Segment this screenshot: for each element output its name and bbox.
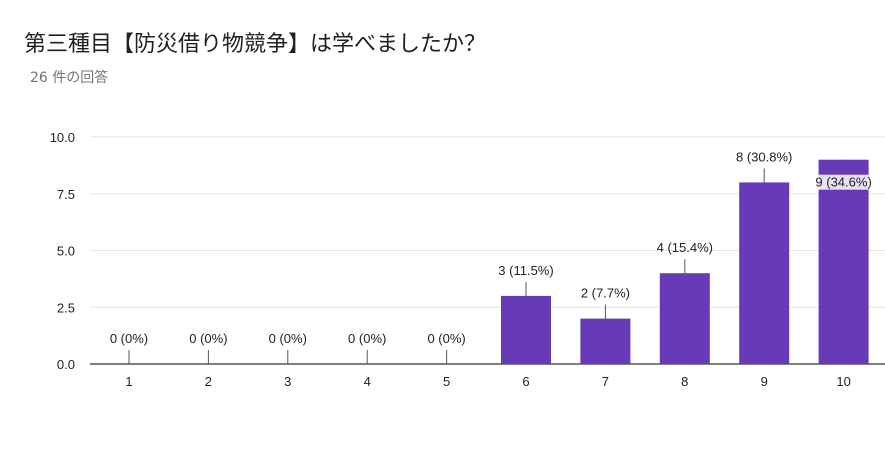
y-tick-label: 0.0 <box>57 357 75 372</box>
x-tick-label: 7 <box>602 374 609 389</box>
x-tick-label: 9 <box>761 374 768 389</box>
x-tick-label: 10 <box>836 374 850 389</box>
bar <box>501 295 551 364</box>
data-label: 8 (30.8%) <box>736 149 792 164</box>
x-tick-label: 2 <box>205 374 212 389</box>
data-label-background <box>814 174 873 190</box>
data-label: 0 (0%) <box>427 331 465 346</box>
data-label: 3 (11.5%) <box>498 263 553 278</box>
x-tick-label: 3 <box>284 374 291 389</box>
x-tick-label: 8 <box>681 374 688 389</box>
data-label: 9 (34.6%) <box>815 175 871 190</box>
x-tick-label: 4 <box>364 374 371 389</box>
bar <box>739 182 790 364</box>
bar <box>818 159 869 364</box>
data-label: 0 (0%) <box>189 331 227 346</box>
data-label: 2 (7.7%) <box>581 286 630 301</box>
y-tick-label: 7.5 <box>57 187 75 202</box>
x-tick-label: 6 <box>522 374 529 389</box>
x-tick-label: 1 <box>125 374 132 389</box>
bar <box>580 318 631 364</box>
data-label: 4 (15.4%) <box>657 240 713 255</box>
bar <box>659 273 710 364</box>
y-tick-label: 10.0 <box>50 130 75 145</box>
response-count: 26 件の回答 <box>30 70 109 86</box>
y-tick-label: 5.0 <box>57 244 75 259</box>
data-label: 0 (0%) <box>110 331 148 346</box>
x-tick-label: 5 <box>443 374 450 389</box>
data-label: 0 (0%) <box>348 331 386 346</box>
data-label: 0 (0%) <box>269 331 307 346</box>
page-title: 第三種目【防災借り物競争】は学べましたか？ <box>24 32 487 57</box>
y-tick-label: 2.5 <box>57 300 75 315</box>
